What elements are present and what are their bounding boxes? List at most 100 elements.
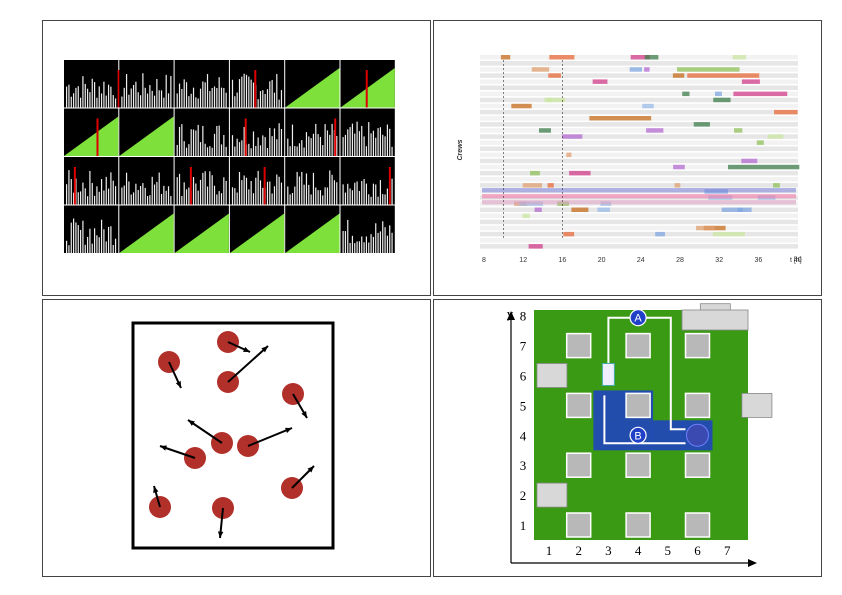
task bbox=[589, 116, 652, 121]
bar bbox=[178, 83, 181, 108]
row bbox=[480, 109, 798, 115]
bar bbox=[331, 123, 333, 156]
bar bbox=[280, 90, 283, 108]
bar bbox=[361, 125, 363, 156]
bar bbox=[291, 124, 294, 156]
row bbox=[480, 73, 798, 78]
task bbox=[644, 55, 659, 60]
bar bbox=[379, 127, 382, 156]
bar bbox=[351, 190, 354, 205]
sorted-area bbox=[174, 213, 229, 253]
bar bbox=[91, 78, 93, 108]
bar bbox=[188, 144, 190, 156]
grid-game: A By 8 7 6 5 4 3 2 1 1 2 3 4 5 6 7 bbox=[507, 303, 773, 567]
row bbox=[480, 207, 798, 212]
pillar bbox=[565, 332, 592, 359]
bar bbox=[98, 86, 100, 108]
bar bbox=[238, 79, 241, 108]
task bbox=[531, 67, 550, 72]
bar bbox=[211, 147, 213, 156]
bar bbox=[329, 170, 331, 205]
task bbox=[734, 128, 743, 133]
bar bbox=[79, 191, 82, 205]
highlight bbox=[652, 420, 683, 451]
bar bbox=[202, 81, 204, 108]
sorting-grid bbox=[64, 60, 395, 253]
bar bbox=[386, 235, 389, 253]
bar bbox=[199, 142, 202, 156]
bar bbox=[365, 236, 368, 253]
bar bbox=[84, 83, 86, 108]
bar bbox=[218, 77, 220, 108]
task bbox=[630, 55, 650, 60]
bar bbox=[326, 187, 329, 205]
bar bbox=[347, 183, 349, 205]
pillar bbox=[684, 452, 711, 478]
bar bbox=[391, 146, 393, 156]
bar bbox=[82, 182, 84, 205]
bar bbox=[188, 187, 190, 205]
bar bbox=[377, 196, 379, 205]
bar bbox=[391, 232, 393, 253]
bar bbox=[79, 229, 82, 253]
bar bbox=[257, 137, 259, 156]
task bbox=[547, 97, 566, 103]
bar bbox=[96, 97, 98, 108]
bar bbox=[213, 133, 216, 156]
bar bbox=[103, 190, 105, 205]
bar bbox=[149, 195, 151, 205]
bar bbox=[91, 243, 93, 253]
bar bbox=[255, 145, 257, 156]
bar bbox=[271, 193, 273, 205]
bar bbox=[220, 144, 223, 156]
bar bbox=[123, 185, 125, 205]
velocity bbox=[227, 345, 269, 383]
bar bbox=[319, 136, 322, 156]
bar bbox=[199, 179, 202, 205]
bar bbox=[163, 185, 165, 205]
task bbox=[733, 91, 788, 97]
bar bbox=[144, 187, 146, 205]
bar bbox=[243, 73, 245, 108]
bar bbox=[209, 91, 211, 108]
bar bbox=[354, 243, 356, 253]
bar bbox=[100, 219, 103, 253]
bar bbox=[308, 136, 310, 156]
bar bbox=[368, 194, 370, 205]
y-tick-label: 5 bbox=[520, 398, 527, 413]
bar bbox=[368, 242, 370, 253]
bar bbox=[382, 194, 384, 205]
bar bbox=[294, 186, 296, 205]
bar bbox=[103, 81, 105, 108]
bar bbox=[72, 192, 75, 205]
bar bbox=[165, 74, 167, 108]
bar bbox=[262, 135, 264, 156]
panel bbox=[433, 20, 822, 296]
pillar bbox=[625, 452, 651, 478]
brick bbox=[536, 363, 568, 388]
bar bbox=[259, 145, 262, 156]
tile bbox=[64, 157, 119, 205]
tile bbox=[174, 157, 229, 205]
tile bbox=[340, 108, 395, 156]
x-tick-label: 4 bbox=[635, 543, 642, 558]
row bbox=[480, 158, 798, 164]
bar bbox=[333, 180, 336, 205]
bar bbox=[160, 193, 163, 205]
tile bbox=[119, 60, 174, 108]
bar bbox=[202, 172, 204, 205]
row bbox=[480, 140, 798, 145]
bar bbox=[105, 241, 107, 253]
bar bbox=[322, 195, 324, 205]
bar bbox=[303, 147, 305, 156]
row bbox=[480, 244, 798, 249]
bar bbox=[75, 87, 77, 108]
bar bbox=[170, 195, 172, 205]
bar bbox=[112, 180, 114, 205]
bar bbox=[278, 99, 280, 108]
bar bbox=[197, 190, 199, 205]
task bbox=[642, 103, 654, 109]
bar bbox=[342, 230, 344, 253]
arrow-head bbox=[748, 559, 757, 567]
bar bbox=[110, 172, 112, 205]
